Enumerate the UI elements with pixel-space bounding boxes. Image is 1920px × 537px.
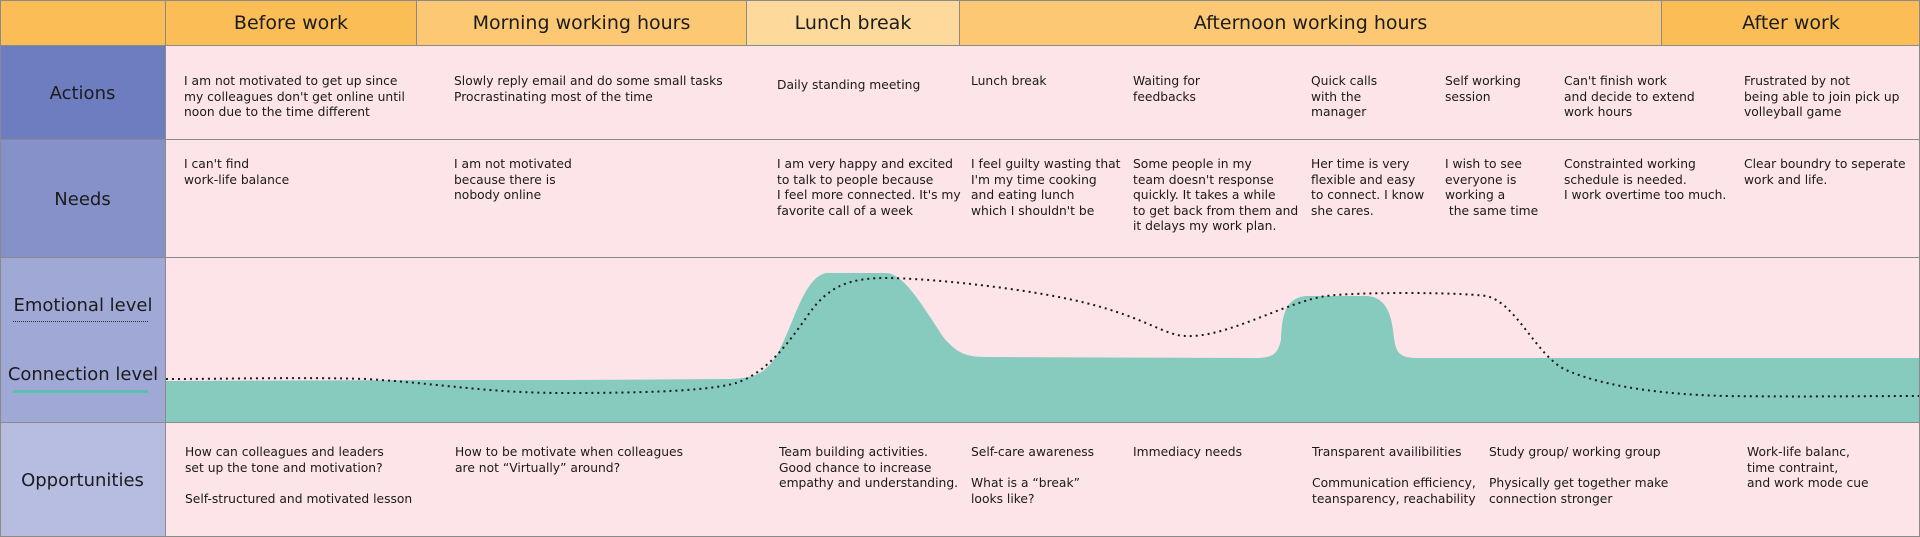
action-text: Slowly reply email and do some small tas… [454, 74, 723, 104]
need-text: I can't find work-life balance [184, 157, 290, 187]
phase-morning-working-hours: Morning working hours [417, 0, 747, 46]
action-text: Frustrated by not being able to join pic… [1744, 74, 1900, 119]
connection-level-legend-line [13, 390, 148, 393]
action-text: I am not motivated to get up since my co… [184, 74, 405, 119]
need-text: I am very happy and excited to talk to p… [777, 157, 961, 218]
need-text: I am not motivated because there is nobo… [454, 157, 572, 202]
connection-level-label: Connection level [7, 364, 159, 385]
emotion-connection-chart [166, 273, 1920, 422]
row-divider [0, 257, 1920, 258]
action-text: Daily standing meeting [777, 78, 921, 92]
opportunity-text: Work-life balanc, time contraint, and wo… [1747, 445, 1869, 490]
action-text: Lunch break [971, 74, 1047, 88]
opportunity-text: Self-care awareness What is a “break” lo… [971, 445, 1095, 506]
opportunity-text: Study group/ working group Physically ge… [1489, 445, 1669, 506]
need-text: Clear boundry to seperate work and life. [1744, 157, 1906, 187]
connection-level-area [166, 273, 1920, 422]
row-label-opportunities: Opportunities [0, 423, 166, 537]
need-text: I wish to see everyone is working a the … [1445, 157, 1539, 218]
opportunity-text: Team building activities. Good chance to… [779, 445, 959, 490]
emotional-level-legend-line [13, 321, 148, 322]
row-divider [0, 422, 1920, 423]
row-label-actions: Actions [0, 46, 166, 140]
need-text: Constrainted working schedule is needed.… [1564, 157, 1727, 202]
phase-lunch-break: Lunch break [747, 0, 960, 46]
emotional-level-line [166, 276, 1920, 398]
phase-afternoon-working-hours: Afternoon working hours [960, 0, 1662, 46]
action-text: Waiting for feedbacks [1133, 74, 1200, 104]
phase-before-work: Before work [166, 0, 417, 46]
emotional-level-label: Emotional level [13, 295, 153, 316]
phase-after-work: After work [1662, 0, 1920, 46]
row-label-emotion [0, 258, 166, 423]
action-text: Can't finish work and decide to extend w… [1564, 74, 1695, 119]
opportunity-text: How can colleagues and leaders set up th… [185, 445, 413, 506]
need-text: Her time is very flexible and easy to co… [1311, 157, 1425, 218]
opportunity-text: How to be motivate when colleagues are n… [455, 445, 684, 475]
opportunity-text: Transparent availibilities Communication… [1312, 445, 1476, 506]
action-text: Quick calls with the manager [1311, 74, 1378, 119]
action-text: Self working session [1445, 74, 1521, 104]
need-text: I feel guilty wasting that I'm my time c… [971, 157, 1121, 218]
row-divider [0, 139, 1920, 140]
corner-cell [0, 0, 166, 46]
row-label-needs: Needs [0, 140, 166, 258]
need-text: Some people in my team doesn't response … [1133, 157, 1299, 233]
opportunity-text: Immediacy needs [1133, 445, 1242, 459]
